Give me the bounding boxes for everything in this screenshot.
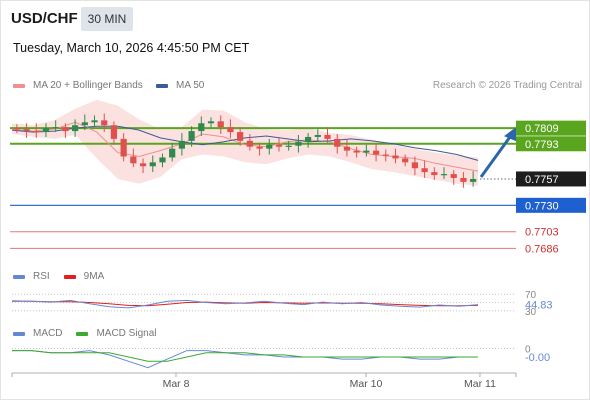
level-label-0.7809: 0.7809 [525,123,559,135]
candle-body [149,162,156,167]
candle-body [334,138,341,147]
macd-last-value: -0.00 [525,352,550,364]
level-badge-0.7730 [516,197,586,213]
copyright: Research © 2026 Trading Central [432,80,582,91]
rsi-level-30: 30 [525,307,537,318]
forecast-arrow-shaft [479,133,514,178]
candle-body [285,145,292,147]
symbol-title: USD/CHF [11,10,78,27]
candle-body [110,125,118,139]
timestamp: Tuesday, March 10, 2026 4:45:50 PM CET [13,41,250,55]
legend-ma50: MA 50 [156,80,204,91]
ma50-line [11,125,479,161]
candle-body [130,156,137,164]
level-badge-0.7757 [516,171,586,187]
ma50-label: MA 50 [176,80,205,91]
candle-body [23,129,30,132]
x-tick-label: Mar 11 [464,378,496,390]
candle-body [382,154,389,156]
rsi-last-value: 44.83 [525,300,553,312]
candle-body [178,140,186,149]
candle-body [42,128,50,133]
candle-body [227,127,234,133]
macd-signal-line [12,350,478,362]
candle-body [431,172,438,176]
level-label-0.7793: 0.7793 [525,139,559,151]
macd-signal-label: MACD Signal [96,328,157,339]
rsi-label: RSI [33,271,50,282]
rsi-swatch [13,274,25,279]
level-label-0.7757: 0.7757 [525,174,559,186]
candle-body [411,162,419,169]
candle-body [470,178,477,182]
level-label-0.7703: 0.7703 [525,227,559,239]
candle-body [139,163,147,167]
candle-body [392,155,399,159]
candle-body [460,177,467,182]
level-badge-0.7809 [516,120,586,136]
level-badge-0.7793 [516,136,586,152]
candle-body [246,140,253,147]
candle-body [314,134,321,137]
candle-body [120,138,127,157]
rsi-ma-swatch [63,274,76,279]
candle-body [207,121,215,124]
candle-body [71,125,79,132]
rsi-line [11,299,479,309]
candle-body [198,123,205,132]
candle-body [353,150,360,153]
candle-body [440,174,448,176]
candle-body [52,127,59,129]
candle-body [101,120,108,126]
ma20-line [11,121,479,172]
rsi-legend: RSI 9MA [13,271,104,282]
macd-signal-swatch [76,331,89,336]
forecast-arrow-head [504,127,516,142]
candle-body [33,131,40,133]
candle-body [363,150,370,153]
macd-legend: MACD MACD Signal [13,328,156,339]
candle-body [421,168,428,173]
level-label-0.7730: 0.7730 [525,200,559,212]
candle-body [304,136,312,142]
macd-label: MACD [33,328,63,339]
candle-body [159,157,166,163]
candle-body [256,146,263,149]
candle-body [62,127,69,132]
candle-body [450,174,457,178]
ma50-swatch [156,83,168,88]
x-tick-label: Mar 10 [350,378,383,390]
rsi-level-70: 70 [525,290,537,301]
candle-body [169,148,176,158]
candle-body [237,132,244,141]
candle-body [13,128,20,130]
candle-body [324,134,331,139]
candle-body [91,120,98,123]
x-tick-label: Mar 8 [163,378,190,390]
candle-body [81,122,88,126]
candle-body [402,158,409,163]
rsi-ma-label: 9MA [83,271,105,282]
candle-body [266,144,273,149]
candle-body [295,141,302,146]
candle-body [372,150,380,155]
ma20-swatch [13,83,25,88]
candle-body [275,144,283,147]
candle-body [217,121,224,128]
candle-body [188,131,195,141]
level-label-0.7686: 0.7686 [525,243,559,255]
timeframe-button[interactable]: 30 MIN [81,7,133,31]
ma20-label: MA 20 + Bollinger Bands [33,80,143,91]
macd-level-0: 0 [525,344,531,355]
legend-ma20: MA 20 + Bollinger Bands [13,80,143,91]
candle-body [343,146,351,151]
macd-swatch [13,331,25,336]
